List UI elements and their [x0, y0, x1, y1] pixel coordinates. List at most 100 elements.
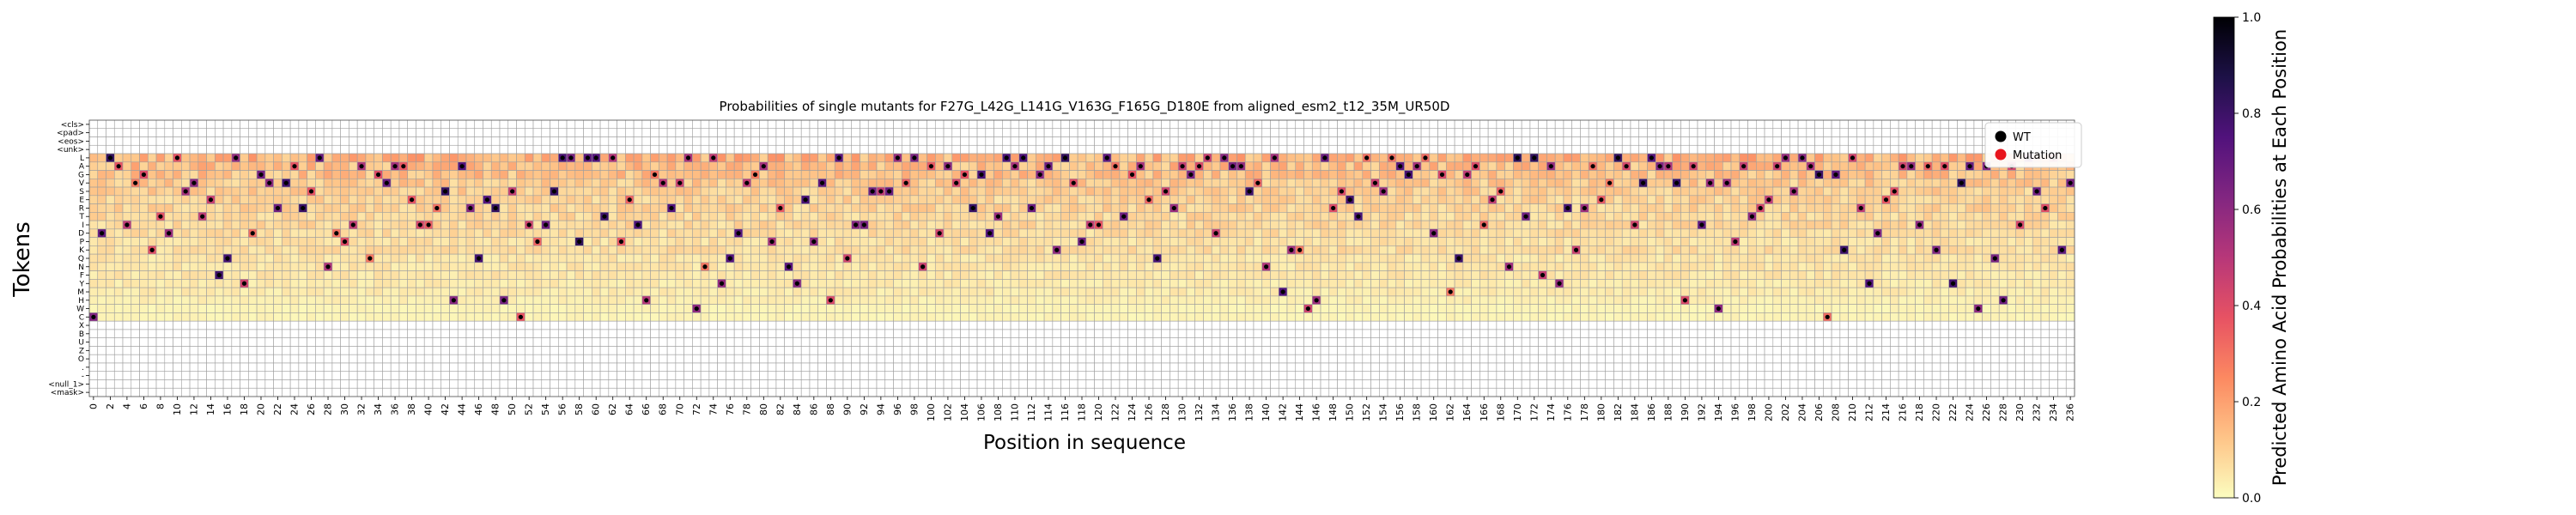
heatmap-cell	[826, 387, 835, 397]
heatmap-cell	[398, 312, 409, 322]
heatmap-cell	[390, 262, 400, 271]
heatmap-cell	[793, 237, 802, 246]
heatmap-cell	[566, 179, 576, 188]
heatmap-cell	[1278, 362, 1288, 373]
heatmap-cell	[390, 170, 400, 179]
heatmap-cell	[893, 362, 902, 373]
heatmap-cell	[976, 320, 987, 330]
heatmap-cell	[834, 295, 844, 305]
heatmap-cell	[483, 312, 492, 322]
heatmap-cell	[1010, 387, 1020, 397]
heatmap-cell	[1211, 295, 1221, 305]
heatmap-cell	[759, 387, 769, 397]
heatmap-cell	[951, 337, 961, 347]
heatmap-cell	[1328, 170, 1338, 179]
heatmap-cell	[767, 203, 777, 213]
heatmap-cell	[800, 161, 811, 171]
heatmap-cell	[1036, 128, 1045, 137]
heatmap-cell	[666, 387, 677, 397]
heatmap-cell	[423, 379, 434, 389]
heatmap-cell	[617, 354, 626, 364]
heatmap-cell	[617, 287, 626, 297]
heatmap-cell	[1228, 312, 1237, 322]
heatmap-cell	[550, 203, 559, 213]
heatmap-cell	[256, 312, 266, 322]
heatmap-cell	[315, 119, 325, 130]
heatmap-cell	[1261, 295, 1271, 305]
heatmap-cell	[173, 371, 182, 380]
heatmap-cell	[1228, 179, 1237, 188]
heatmap-cell	[131, 212, 140, 221]
heatmap-cell	[834, 228, 844, 238]
heatmap-cell	[993, 270, 1003, 280]
heatmap-cell	[532, 379, 543, 389]
heatmap-cell	[1253, 371, 1263, 380]
heatmap-cell	[532, 245, 543, 255]
heatmap-cell	[1328, 119, 1338, 130]
heatmap-cell	[927, 179, 936, 188]
heatmap-cell	[1337, 220, 1346, 230]
heatmap-cell	[1203, 320, 1212, 330]
heatmap-cell	[323, 362, 333, 373]
heatmap-cell	[483, 387, 492, 397]
heatmap-cell	[759, 295, 769, 305]
heatmap-cell	[524, 279, 534, 288]
heatmap-cell	[532, 203, 543, 213]
heatmap-cell	[784, 379, 793, 389]
heatmap-cell	[1286, 170, 1297, 179]
heatmap-cell	[407, 354, 416, 364]
heatmap-cell	[666, 245, 677, 255]
heatmap-cell	[131, 228, 140, 238]
heatmap-cell	[189, 354, 199, 364]
heatmap-cell	[809, 186, 819, 197]
heatmap-cell	[88, 320, 99, 330]
heatmap-cell	[282, 295, 291, 305]
heatmap-cell	[583, 203, 592, 213]
heatmap-cell	[1320, 312, 1330, 322]
heatmap-cell	[675, 337, 684, 347]
heatmap-cell	[759, 195, 769, 204]
heatmap-cell	[1043, 136, 1054, 146]
heatmap-cell	[767, 153, 777, 163]
heatmap-cell	[206, 128, 216, 137]
heatmap-cell	[700, 203, 710, 213]
heatmap-cell	[222, 237, 233, 246]
heatmap-cell	[742, 228, 751, 238]
heatmap-cell	[717, 136, 726, 146]
heatmap-cell	[122, 195, 132, 204]
heatmap-cell	[826, 161, 835, 171]
heatmap-cell	[884, 329, 894, 339]
heatmap-cell	[742, 119, 751, 130]
heatmap-cell	[1144, 295, 1154, 305]
heatmap-cell	[708, 362, 718, 373]
heatmap-cell	[993, 186, 1003, 197]
heatmap-cell	[1286, 262, 1297, 271]
heatmap-cell	[574, 287, 584, 297]
heatmap-cell	[1110, 362, 1121, 373]
heatmap-cell	[1043, 362, 1054, 373]
heatmap-cell	[867, 295, 878, 305]
heatmap-cell	[943, 253, 953, 264]
heatmap-cell	[608, 387, 617, 397]
heatmap-cell	[608, 253, 617, 264]
heatmap-cell	[307, 144, 316, 154]
heatmap-cell	[608, 212, 617, 221]
heatmap-cell	[860, 312, 869, 322]
heatmap-cell	[449, 320, 459, 330]
heatmap-cell	[215, 144, 224, 154]
heatmap-cell	[750, 346, 760, 355]
heatmap-cell	[750, 329, 760, 339]
heatmap-cell	[1152, 262, 1162, 271]
heatmap-cell	[608, 144, 617, 154]
heatmap-cell	[633, 153, 643, 163]
heatmap-cell	[599, 136, 610, 146]
heatmap-cell	[474, 337, 483, 347]
heatmap-cell	[457, 128, 467, 137]
heatmap-cell	[1219, 179, 1230, 188]
heatmap-cell	[532, 371, 543, 380]
heatmap-cell	[465, 136, 476, 146]
heatmap-cell	[97, 312, 106, 322]
heatmap-cell	[483, 362, 492, 373]
heatmap-cell	[1328, 128, 1338, 137]
heatmap-cell	[516, 245, 526, 255]
